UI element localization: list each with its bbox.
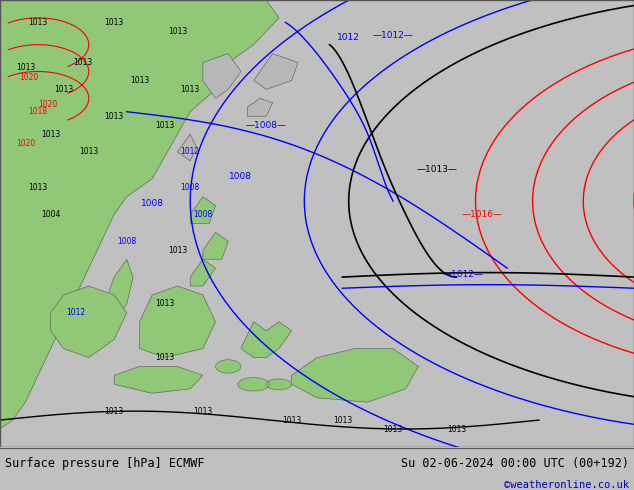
- Text: 1013: 1013: [41, 129, 60, 139]
- Polygon shape: [266, 379, 292, 390]
- Text: 1018: 1018: [29, 107, 48, 116]
- Text: 1013: 1013: [155, 121, 174, 130]
- Text: 1013: 1013: [130, 76, 149, 85]
- Polygon shape: [114, 367, 203, 393]
- Text: 1012: 1012: [67, 308, 86, 318]
- Text: 1013: 1013: [16, 63, 35, 72]
- Text: Su 02-06-2024 00:00 UTC (00+192): Su 02-06-2024 00:00 UTC (00+192): [401, 457, 629, 470]
- Text: 1013: 1013: [333, 416, 352, 424]
- Polygon shape: [178, 134, 197, 161]
- Polygon shape: [0, 0, 279, 429]
- Polygon shape: [190, 259, 216, 286]
- Text: 1008: 1008: [141, 198, 164, 208]
- Text: 1020: 1020: [19, 74, 38, 82]
- Text: 1008: 1008: [230, 172, 252, 181]
- Text: 1008: 1008: [181, 183, 200, 192]
- Polygon shape: [51, 286, 127, 358]
- Text: 1008: 1008: [117, 237, 136, 246]
- Polygon shape: [139, 286, 216, 358]
- Polygon shape: [203, 53, 241, 98]
- Text: 1013: 1013: [181, 85, 200, 94]
- Text: 1013: 1013: [73, 58, 92, 67]
- Polygon shape: [292, 348, 418, 402]
- Text: 1013: 1013: [105, 407, 124, 416]
- Text: 1013: 1013: [447, 424, 466, 434]
- Text: 1013: 1013: [384, 424, 403, 434]
- Text: 1013: 1013: [168, 246, 187, 255]
- Text: 1013: 1013: [79, 147, 98, 156]
- Text: 1012: 1012: [181, 147, 200, 156]
- Text: 1013: 1013: [193, 407, 212, 416]
- Text: 1013: 1013: [155, 299, 174, 308]
- Polygon shape: [241, 322, 292, 358]
- Polygon shape: [254, 53, 298, 89]
- Text: 1012: 1012: [337, 33, 360, 42]
- Text: 1008: 1008: [193, 210, 212, 219]
- Text: 1020: 1020: [38, 100, 57, 109]
- Text: —1016—: —1016—: [462, 210, 502, 219]
- Polygon shape: [216, 360, 241, 373]
- Text: —1012—: —1012—: [373, 31, 413, 40]
- Text: —1013—: —1013—: [417, 165, 458, 174]
- Polygon shape: [101, 259, 133, 322]
- Text: 1013: 1013: [105, 18, 124, 27]
- Text: 1013: 1013: [282, 416, 301, 424]
- Text: 1013: 1013: [168, 27, 187, 36]
- Polygon shape: [203, 232, 228, 259]
- Polygon shape: [238, 378, 269, 391]
- Text: Surface pressure [hPa] ECMWF: Surface pressure [hPa] ECMWF: [5, 457, 205, 470]
- Text: 1013: 1013: [29, 183, 48, 192]
- Text: 1013: 1013: [105, 112, 124, 121]
- Text: 1013: 1013: [155, 353, 174, 362]
- Text: 1020: 1020: [16, 139, 35, 147]
- Text: 1013: 1013: [54, 85, 73, 94]
- Polygon shape: [190, 196, 216, 223]
- Text: 1004: 1004: [41, 210, 60, 219]
- Text: —1008—: —1008—: [246, 121, 287, 130]
- Text: 1013: 1013: [29, 18, 48, 27]
- Polygon shape: [247, 98, 273, 116]
- Text: ©weatheronline.co.uk: ©weatheronline.co.uk: [504, 480, 629, 490]
- Text: —1012—: —1012—: [443, 270, 483, 279]
